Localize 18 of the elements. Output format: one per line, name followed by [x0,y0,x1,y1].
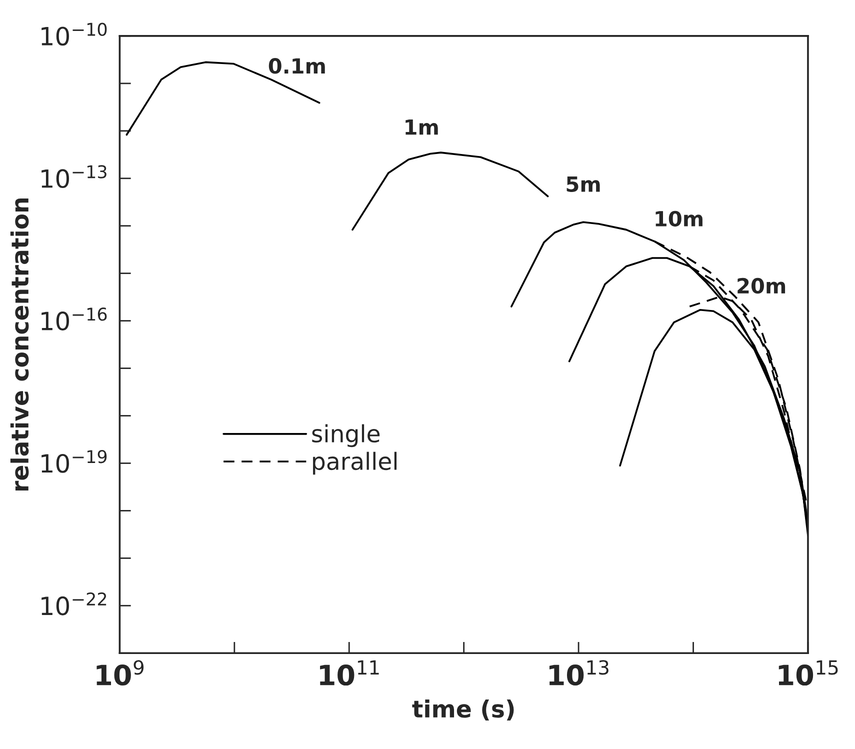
annotation: 5m [566,176,600,192]
y-tick-label: 10$^{−22}$ [42,592,106,616]
annotation: 20m [738,278,786,294]
y-tick-label: 10$^{−13}$ [42,165,106,188]
x-tick-label: 10$^{9}$ [96,660,144,686]
annotation: 0.1m [268,58,325,74]
legend-label: parallel [313,452,397,475]
annotation: 10m [656,210,702,227]
y-tick-label: 10$^{−16}$ [42,308,107,330]
y-axis-title: relative concentration [10,198,29,490]
x-tick-label: 10$^{13}$ [549,660,608,686]
y-tick-label: 10$^{−10}$ [42,22,107,46]
x-tick-label: 10$^{15}$ [778,660,838,686]
y-tick-label: 10$^{−19}$ [42,450,107,473]
x-tick-label: 10$^{11}$ [320,660,379,686]
annotation: 1m [406,119,438,135]
x-axis-title: time (s) [412,699,514,721]
legend-label: single [312,424,380,448]
